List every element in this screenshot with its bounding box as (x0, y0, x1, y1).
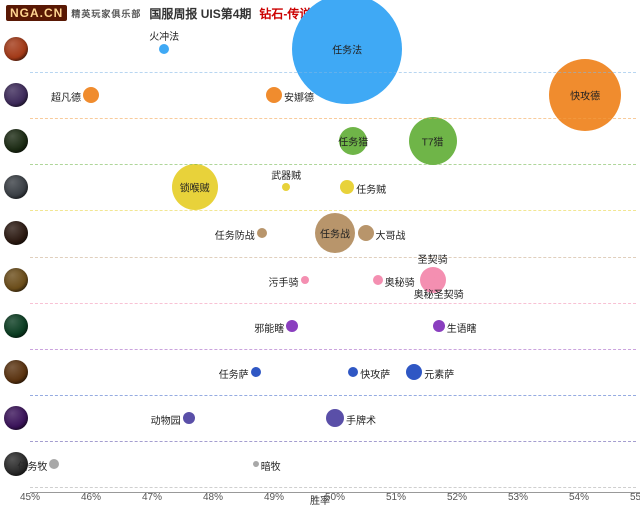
x-tick-label: 46% (81, 492, 101, 503)
logo-badge: NGA.CN (6, 5, 67, 21)
bubble-label: 任务萨 (219, 366, 249, 381)
bubble-shape (253, 461, 259, 467)
row-gridline (30, 164, 636, 165)
bubble-label: 火冲法 (149, 28, 179, 43)
title-prefix: 国服周报 UIS第4期 (149, 5, 251, 22)
row-gridline (30, 349, 636, 350)
bubble-label: 手牌术 (346, 412, 376, 427)
class-icon (4, 314, 28, 338)
row-gridline (30, 441, 636, 442)
bubble-shape (301, 276, 309, 284)
class-icon (4, 452, 28, 476)
logo: NGA.CN 精英玩家俱乐部 (6, 5, 141, 21)
bubble-shape (172, 164, 218, 210)
bubble-shape (282, 183, 290, 191)
bubble-label: 快攻萨 (360, 366, 390, 381)
chart-container: NGA.CN 精英玩家俱乐部 国服周报 UIS第4期 钻石-传说分段 火冲法任务… (0, 0, 640, 509)
bubble-shape (406, 364, 422, 380)
bubble-shape (326, 409, 344, 427)
bubble-shape (358, 225, 374, 241)
bubble-label: 任务防战 (215, 227, 255, 242)
bubble-label: 邪能瞎 (254, 320, 284, 335)
bubble-shape (183, 412, 195, 424)
class-icon (4, 175, 28, 199)
x-tick-label: 49% (264, 492, 284, 503)
bubble-shape (257, 228, 267, 238)
bubble-shape (373, 275, 383, 285)
class-icon (4, 129, 28, 153)
x-tick-label: 54% (569, 492, 589, 503)
bubble-shape (409, 117, 457, 165)
x-tick-label: 47% (142, 492, 162, 503)
row-gridline (30, 72, 636, 73)
logo-subtitle: 精英玩家俱乐部 (71, 7, 141, 20)
row-gridline (30, 257, 636, 258)
row-gridline (30, 118, 636, 119)
x-tick-label: 48% (203, 492, 223, 503)
row-gridline (30, 395, 636, 396)
bubble-label: 动物园 (151, 412, 181, 427)
x-tick-label: 51% (386, 492, 406, 503)
bubble-shape (348, 367, 358, 377)
bubble-label: 元素萨 (424, 366, 454, 381)
bubble-shape (83, 87, 99, 103)
bubble-shape (434, 275, 444, 285)
class-icon (4, 360, 28, 384)
bubble-label: 安娜德 (284, 89, 314, 104)
bubble-label: 污手骑 (269, 274, 299, 289)
row-gridline (30, 210, 636, 211)
bubble-shape (286, 320, 298, 332)
class-icon (4, 406, 28, 430)
class-icon (4, 221, 28, 245)
x-tick-label: 45% (20, 492, 40, 503)
bubble-shape (315, 213, 355, 253)
bubble-shape (339, 127, 367, 155)
bubble-label: 武器贼 (271, 167, 301, 182)
bubble-shape (292, 0, 402, 104)
x-tick-label: 55% (630, 492, 640, 503)
x-tick-label: 50% (325, 492, 345, 503)
bubble-label: 圣契骑 (418, 251, 448, 266)
bubble-shape (549, 59, 621, 131)
class-icon (4, 37, 28, 61)
bubble-shape (251, 367, 261, 377)
row-gridline (30, 487, 636, 488)
bubble-label: 任务贼 (356, 181, 386, 196)
x-tick-label: 52% (447, 492, 467, 503)
bubble-shape (340, 180, 354, 194)
bubble-shape (266, 87, 282, 103)
bubble-label: 生语瞎 (447, 320, 477, 335)
bubble-label: 大哥战 (376, 227, 406, 242)
bubble-label: 奥秘骑 (385, 274, 415, 289)
bubble-shape (49, 459, 59, 469)
bubble-shape (433, 320, 445, 332)
x-tick-label: 53% (508, 492, 528, 503)
row-gridline (30, 303, 636, 304)
bubble-label: 超凡德 (51, 89, 81, 104)
bubble-shape (159, 44, 169, 54)
class-icon (4, 268, 28, 292)
bubble-label: 暗牧 (261, 458, 281, 473)
class-icon (4, 83, 28, 107)
